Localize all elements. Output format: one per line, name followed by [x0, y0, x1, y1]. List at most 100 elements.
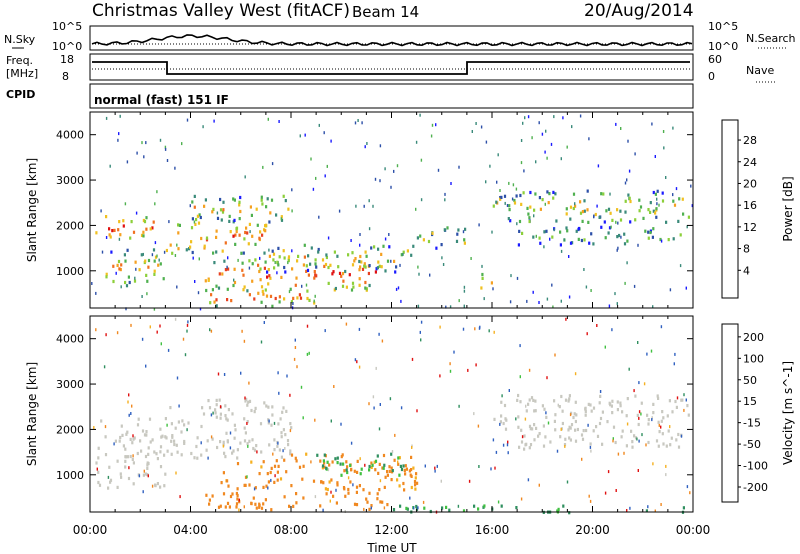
data-cell	[336, 456, 339, 460]
data-cell	[134, 260, 137, 264]
data-cell	[647, 422, 650, 426]
data-cell	[131, 457, 134, 461]
data-cell	[656, 202, 658, 206]
data-cell	[662, 130, 665, 133]
data-cell	[208, 502, 211, 506]
data-cell	[297, 254, 300, 258]
data-cell	[202, 125, 204, 129]
data-cell	[174, 317, 177, 321]
data-cell	[462, 230, 465, 234]
data-cell	[449, 369, 452, 373]
data-cell	[691, 204, 693, 208]
data-cell	[235, 229, 238, 234]
data-cell	[215, 250, 218, 254]
data-cell	[368, 468, 371, 472]
data-cell	[268, 443, 271, 447]
data-cell	[507, 451, 509, 455]
data-cell	[196, 456, 199, 460]
data-cell	[151, 438, 154, 442]
data-cell	[137, 417, 140, 421]
data-cell	[224, 414, 227, 418]
data-cell	[527, 212, 530, 216]
data-cell	[284, 447, 286, 450]
data-cell	[630, 429, 633, 433]
data-cell	[528, 398, 531, 402]
data-cell	[276, 444, 279, 448]
data-cell	[336, 461, 339, 465]
data-cell	[377, 471, 380, 475]
data-cell	[519, 375, 521, 379]
data-cell	[210, 413, 213, 417]
data-cell	[676, 396, 679, 400]
data-cell	[366, 142, 368, 145]
data-cell	[534, 192, 537, 196]
data-cell	[277, 441, 279, 445]
data-cell	[205, 448, 208, 452]
data-cell	[551, 283, 553, 287]
data-cell	[547, 201, 550, 205]
data-cell	[122, 219, 125, 223]
data-cell	[95, 231, 98, 235]
data-cell	[211, 288, 214, 292]
data-cell	[128, 280, 131, 285]
data-cell	[381, 339, 384, 343]
data-cell	[202, 412, 206, 416]
data-cell	[569, 438, 572, 442]
data-cell	[661, 432, 664, 436]
data-cell	[146, 463, 149, 467]
data-cell	[388, 233, 390, 236]
data-cell	[344, 494, 347, 498]
data-cell	[248, 439, 251, 443]
data-cell	[518, 445, 521, 449]
data-cell	[144, 472, 147, 476]
data-cell	[239, 441, 242, 445]
data-cell	[559, 230, 562, 234]
data-cell	[214, 408, 217, 412]
data-cell	[130, 220, 133, 224]
data-cell	[330, 478, 333, 482]
data-cell	[201, 406, 204, 410]
data-cell	[232, 449, 235, 453]
data-cell	[546, 190, 549, 194]
data-cell	[378, 264, 381, 268]
data-cell	[235, 502, 239, 506]
data-cell	[399, 464, 402, 468]
data-cell	[306, 296, 309, 301]
data-cell	[256, 223, 259, 227]
data-cell	[616, 400, 619, 404]
data-cell	[336, 483, 339, 487]
data-cell	[344, 269, 347, 274]
data-cell	[132, 230, 136, 234]
data-cell	[575, 229, 578, 233]
data-cell	[378, 427, 381, 431]
data-cell	[95, 291, 97, 295]
data-cell	[528, 368, 531, 372]
data-cell	[233, 267, 236, 271]
data-cell	[502, 421, 505, 426]
data-cell	[117, 259, 121, 264]
data-cell	[638, 198, 641, 202]
colorbar-tick-label: 100	[743, 352, 764, 365]
data-cell	[381, 500, 384, 504]
data-cell	[354, 121, 357, 125]
data-cell	[379, 144, 382, 148]
data-cell	[267, 405, 270, 409]
data-cell	[287, 259, 290, 263]
data-cell	[488, 329, 490, 333]
data-cell	[517, 425, 520, 429]
data-cell	[132, 434, 134, 438]
data-cell	[391, 450, 394, 453]
data-cell	[166, 423, 168, 427]
data-cell	[345, 468, 348, 472]
data-cell	[552, 305, 554, 309]
data-cell	[388, 469, 391, 473]
data-cell	[473, 504, 476, 508]
data-cell	[590, 409, 593, 413]
data-cell	[324, 487, 327, 491]
nave-label: Nave	[746, 64, 774, 77]
data-cell	[219, 405, 222, 409]
data-cell	[97, 446, 100, 450]
data-cell	[98, 483, 102, 487]
data-cell	[264, 260, 267, 264]
data-cell	[500, 504, 503, 508]
